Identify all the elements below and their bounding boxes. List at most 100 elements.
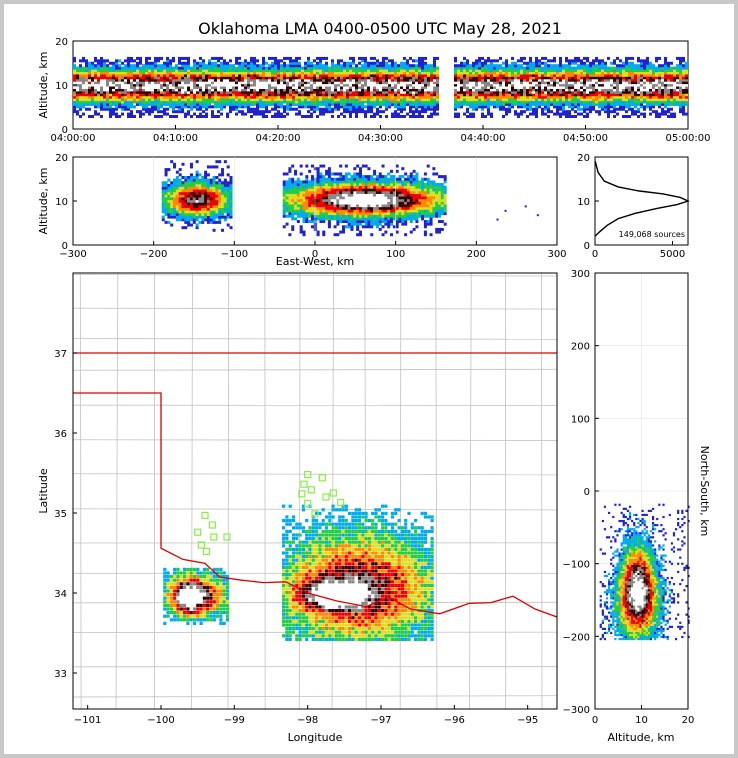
time-density-cell	[571, 93, 574, 97]
time-density-cell	[637, 71, 640, 75]
time-density-cell	[181, 78, 184, 82]
time-density-cell	[550, 93, 553, 97]
time-density-cell	[355, 107, 358, 111]
time-density-cell	[544, 66, 547, 70]
time-density-cell	[325, 107, 328, 111]
time-density-cell	[526, 105, 529, 109]
time-density-cell	[328, 107, 331, 111]
time-density-cell	[454, 107, 457, 111]
time-density-cell	[82, 76, 85, 80]
time-density-cell	[385, 115, 388, 118]
time-density-cell	[88, 115, 91, 118]
ew-density-cell	[218, 178, 222, 182]
ew-density-cell	[212, 205, 216, 209]
time-density-cell	[433, 66, 436, 70]
time-density-cell	[664, 76, 667, 80]
time-density-cell	[184, 73, 187, 77]
ew-density-cell	[175, 215, 179, 219]
time-density-cell	[586, 100, 589, 104]
time-density-cell	[79, 69, 82, 73]
time-density-cell	[523, 83, 526, 87]
time-density-cell	[232, 88, 235, 92]
ew-density-cell	[178, 173, 182, 177]
time-density-cell	[100, 78, 103, 82]
time-density-cell	[169, 100, 172, 104]
time-density-cell	[547, 85, 550, 89]
time-density-cell	[406, 73, 409, 77]
time-density-cell	[250, 69, 253, 73]
time-density-cell	[307, 95, 310, 99]
time-density-cell	[553, 90, 556, 94]
time-density-cell	[403, 81, 406, 85]
time-density-cell	[295, 107, 298, 111]
time-density-cell	[172, 81, 175, 85]
time-density-cell	[349, 73, 352, 77]
time-density-cell	[349, 69, 352, 73]
time-density-cell	[598, 76, 601, 80]
time-density-cell	[193, 78, 196, 82]
time-density-cell	[484, 59, 487, 63]
time-density-cell	[559, 61, 562, 65]
time-density-cell	[640, 98, 643, 102]
time-density-cell	[220, 76, 223, 80]
time-density-cell	[658, 88, 661, 92]
time-density-cell	[529, 59, 532, 63]
ew-density-cell	[198, 191, 202, 195]
ew-density-cell	[223, 199, 227, 203]
time-density-cell	[547, 105, 550, 109]
time-density-cell	[682, 73, 685, 77]
time-density-cell	[271, 83, 274, 87]
time-density-cell	[100, 71, 103, 75]
time-density-cell	[598, 105, 601, 109]
time-density-cell	[487, 102, 490, 106]
ew-density-cell	[319, 177, 323, 181]
time-density-cell	[241, 81, 244, 85]
time-density-cell	[457, 76, 460, 80]
time-density-cell	[361, 78, 364, 82]
time-density-cell	[238, 90, 241, 94]
time-density-cell	[571, 85, 574, 89]
time-density-cell	[598, 66, 601, 70]
time-density-cell	[310, 76, 313, 80]
time-density-cell	[478, 59, 481, 63]
time-density-cell	[577, 95, 580, 99]
ew-density-cell	[319, 217, 323, 221]
time-density-cell	[460, 102, 463, 106]
ew-density-cell	[167, 189, 171, 193]
time-density-cell	[664, 102, 667, 106]
time-density-cell	[370, 115, 373, 118]
ew-density-cell	[291, 183, 295, 187]
time-density-cell	[373, 90, 376, 94]
time-density-cell	[211, 112, 214, 116]
time-density-cell	[523, 85, 526, 89]
ew-density-cell	[299, 214, 303, 218]
time-density-cell	[214, 95, 217, 99]
time-density-cell	[595, 56, 598, 60]
time-density-cell	[520, 95, 523, 99]
time-density-cell	[685, 71, 688, 75]
time-density-cell	[202, 102, 205, 106]
time-density-cell	[571, 59, 574, 63]
time-density-cell	[646, 66, 649, 70]
time-density-cell	[223, 90, 226, 94]
time-density-cell	[85, 83, 88, 87]
time-density-cell	[193, 64, 196, 68]
time-density-cell	[493, 85, 496, 89]
ew-density-cell	[285, 183, 289, 187]
time-density-cell	[253, 95, 256, 99]
time-density-cell	[214, 76, 217, 80]
time-density-cell	[274, 98, 277, 102]
time-density-cell	[667, 78, 670, 82]
time-density-cell	[121, 73, 124, 77]
time-density-cell	[580, 69, 583, 73]
time-density-cell	[427, 107, 430, 111]
time-density-cell	[277, 112, 280, 116]
time-density-cell	[499, 102, 502, 106]
time-density-cell	[133, 71, 136, 75]
time-density-cell	[406, 98, 409, 102]
time-density-cell	[538, 88, 541, 92]
time-density-cell	[235, 83, 238, 87]
time-density-cell	[190, 90, 193, 94]
ew-density-cell	[167, 207, 171, 211]
time-density-cell	[292, 76, 295, 80]
